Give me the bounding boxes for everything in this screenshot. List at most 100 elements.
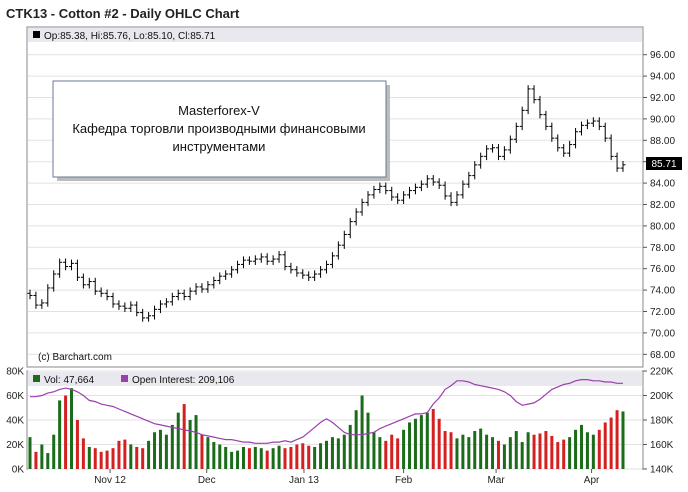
volume-bar (129, 444, 133, 469)
ohlc-bar (288, 262, 294, 274)
ohlc-bar (199, 283, 205, 293)
volume-bar (473, 431, 477, 469)
annotation-line3: инструментами (173, 139, 266, 154)
ohlc-bar (448, 192, 454, 207)
volume-bar (241, 446, 245, 469)
ohlc-bar (578, 121, 584, 136)
volume-header-strip (28, 372, 642, 386)
x-tick-label: Apr (584, 475, 600, 486)
oi-tick-label: 200K (650, 391, 674, 402)
ohlc-bar (407, 186, 413, 199)
volume-bar (378, 437, 382, 469)
volume-bar (253, 446, 257, 469)
ohlc-bar (33, 291, 39, 309)
ohlc-bar (555, 134, 561, 152)
ohlc-bar (377, 182, 383, 194)
ohlc-bar (335, 241, 341, 260)
volume-bar (176, 412, 180, 469)
volume-bar (514, 431, 518, 469)
oi-tick-label: 160K (650, 440, 674, 451)
ohlc-bar (270, 255, 276, 265)
volume-bar (141, 448, 145, 469)
volume-bar (579, 424, 583, 469)
volume-bar (283, 448, 287, 469)
ohlc-bar (430, 175, 436, 186)
volume-bar (301, 443, 305, 469)
ohlc-bar (80, 273, 86, 289)
volume-bar (218, 444, 222, 469)
ohlc-bar (531, 85, 537, 104)
ohlc-bar (152, 305, 158, 320)
ohlc-bar (454, 191, 460, 207)
ohlc-bar (442, 181, 448, 200)
volume-bar (562, 439, 566, 469)
ohlc-bar (525, 85, 531, 115)
volume-bar (449, 432, 453, 469)
volume-bar (520, 442, 524, 469)
volume-bar (550, 435, 554, 469)
x-tick-label: Mar (487, 475, 505, 486)
ohlc-bar (389, 186, 395, 201)
ohlc-bar (282, 251, 288, 271)
volume-bar (443, 431, 447, 469)
price-tick-label: 96.00 (650, 50, 675, 61)
ohlc-bar (69, 259, 75, 271)
volume-bar (117, 440, 121, 469)
ohlc-bar (276, 251, 282, 263)
volume-bar (538, 433, 542, 469)
volume-bar (147, 440, 151, 469)
volume-bar (609, 417, 613, 469)
volume-bar (461, 434, 465, 469)
volume-bar (319, 443, 323, 469)
ohlc-bar (134, 301, 140, 317)
volume-bar (384, 440, 388, 469)
volume-bar (532, 434, 536, 469)
volume-bar (413, 418, 417, 469)
price-tick-label: 70.00 (650, 328, 675, 339)
volume-bar (87, 446, 91, 469)
volume-bar (224, 446, 228, 469)
ohlc-bar (513, 122, 519, 143)
ohlc-bar (371, 185, 377, 199)
volume-bar (271, 448, 275, 469)
ohlc-bar (495, 144, 501, 161)
volume-bar (372, 432, 376, 469)
ohlc-bar (128, 301, 134, 313)
ohlc-bar (383, 182, 389, 195)
volume-bar (425, 412, 429, 469)
ohlc-bar (217, 272, 223, 285)
volume-bar (28, 437, 32, 469)
ohlc-bar (596, 117, 602, 131)
price-tick-label: 68.00 (650, 350, 675, 361)
oi-legend: Open Interest: 209,106 (132, 375, 235, 386)
volume-bar (188, 420, 192, 469)
ohlc-bar (424, 175, 430, 188)
oi-legend-swatch (121, 375, 128, 382)
volume-series (28, 388, 625, 469)
volume-bar (615, 410, 619, 469)
volume-bar (402, 429, 406, 469)
price-tick-label: 92.00 (650, 93, 675, 104)
volume-bar (230, 451, 234, 469)
ohlc-bar (205, 281, 211, 293)
volume-bar (99, 451, 103, 469)
ohlc-bar (181, 289, 187, 301)
price-header-marker (33, 31, 40, 38)
ohlc-bar (157, 300, 163, 314)
volume-bar (467, 437, 471, 469)
ohlc-bar (620, 161, 626, 172)
volume-bar (265, 450, 269, 469)
volume-bar (574, 429, 578, 469)
volume-bar (544, 431, 548, 469)
volume-axis: 80K 60K 40K 20K 0K (6, 367, 24, 476)
ohlc-bar (193, 283, 199, 295)
last-price-label: 85.71 (651, 159, 676, 170)
ohlc-bar (63, 258, 69, 271)
ohlc-bar (466, 171, 472, 188)
ohlc-bar (329, 252, 335, 269)
copyright-label: (c) Barchart.com (38, 352, 112, 363)
ohlc-bar (602, 122, 608, 142)
volume-bar (508, 437, 512, 469)
ohlc-bar (561, 144, 567, 157)
ohlc-bar (104, 289, 110, 301)
